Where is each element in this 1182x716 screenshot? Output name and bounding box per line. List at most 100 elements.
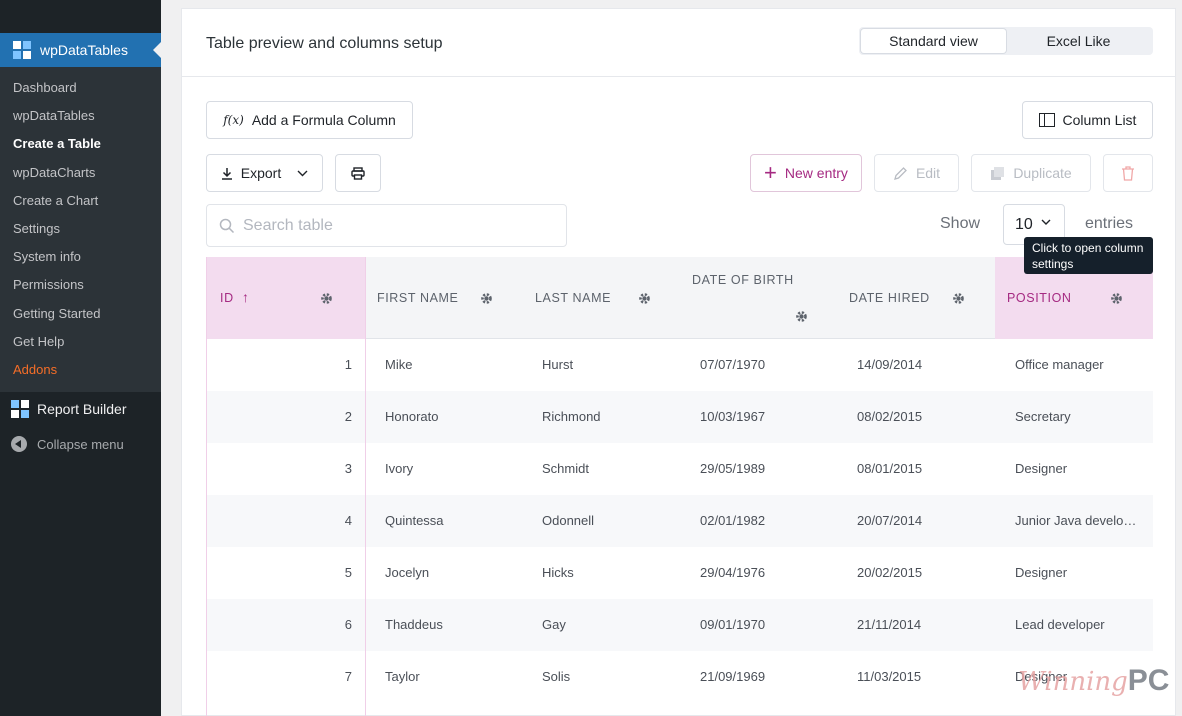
cell-last-name: Solis bbox=[542, 669, 571, 684]
column-header-first-name[interactable]: FIRST NAME bbox=[365, 257, 522, 339]
new-entry-label: New entry bbox=[784, 165, 848, 181]
cell-last-name: Hurst bbox=[542, 357, 574, 372]
view-switch: Standard view Excel Like bbox=[859, 27, 1153, 55]
edit-label: Edit bbox=[915, 165, 941, 181]
table-body: 1 Mike Hurst 07/07/1970 14/09/2014 Office man… bbox=[206, 339, 1153, 703]
column-header-date-hired[interactable]: DATE HIRED bbox=[836, 257, 995, 339]
cell-last-name: Hicks bbox=[542, 565, 574, 580]
cell-date-of-birth: 21/09/1969 bbox=[700, 669, 766, 684]
print-button[interactable] bbox=[335, 154, 381, 192]
cell-id: 7 bbox=[344, 669, 352, 684]
column-header-label: DATE HIRED bbox=[849, 291, 930, 305]
table-row[interactable]: 6 Thaddeus Gay 09/01/1970 21/11/2014 Lead dev… bbox=[206, 599, 1153, 651]
sidebar-item-get-help[interactable]: Get Help bbox=[13, 333, 65, 349]
collapse-arrow-icon bbox=[11, 436, 27, 452]
cell-position: Office manager bbox=[1015, 357, 1104, 372]
cell-id: 2 bbox=[344, 409, 352, 424]
cell-date-hired: 14/09/2014 bbox=[857, 357, 923, 372]
gear-icon[interactable] bbox=[320, 292, 333, 305]
export-dropdown-button[interactable]: Export bbox=[206, 154, 323, 192]
sidebar-brand-wpdatatables[interactable]: wpDataTables bbox=[0, 33, 161, 67]
column-settings-tooltip: Click to open column settings bbox=[1024, 237, 1153, 274]
search-box bbox=[206, 204, 567, 247]
gear-icon[interactable] bbox=[1110, 292, 1123, 305]
cell-position: Designer bbox=[1015, 565, 1068, 580]
cell-id: 6 bbox=[344, 617, 352, 632]
gear-icon[interactable] bbox=[795, 310, 808, 323]
table-row[interactable]: 5 Jocelyn Hicks 29/04/1976 20/02/2015 Designe… bbox=[206, 547, 1153, 599]
wpdatatables-logo-icon bbox=[13, 41, 31, 59]
formula-button-label: Add a Formula Column bbox=[251, 112, 396, 128]
column-header-id[interactable]: ID ↑ bbox=[206, 257, 365, 339]
table-row[interactable]: 3 Ivory Schmidt 29/05/1989 08/01/2015 Designe… bbox=[206, 443, 1153, 495]
watermark-logo: WinningPC bbox=[1018, 664, 1169, 698]
cell-id: 5 bbox=[344, 565, 352, 580]
delete-button[interactable] bbox=[1103, 154, 1153, 192]
column-header-date-of-birth[interactable]: DATE OF BIRTH bbox=[679, 257, 836, 339]
watermark-part2: PC bbox=[1127, 664, 1170, 697]
cell-position: Lead developer bbox=[1015, 617, 1105, 632]
column-list-button[interactable]: Column List bbox=[1022, 101, 1153, 139]
report-builder-logo-icon bbox=[11, 400, 29, 418]
cell-date-hired: 11/03/2015 bbox=[857, 669, 922, 684]
column-header-label: FIRST NAME bbox=[377, 291, 459, 305]
sidebar-item-getting-started[interactable]: Getting Started bbox=[13, 305, 101, 321]
formula-icon: f(x) bbox=[223, 113, 244, 127]
cell-position: Designer bbox=[1015, 461, 1068, 476]
gear-icon[interactable] bbox=[638, 292, 651, 305]
sidebar-item-wpdatatables[interactable]: wpDataTables bbox=[13, 108, 95, 124]
column-header-label: ID bbox=[220, 291, 234, 305]
cell-date-of-birth: 10/03/1967 bbox=[700, 409, 766, 424]
cell-position: Secretary bbox=[1015, 409, 1071, 424]
duplicate-label: Duplicate bbox=[1013, 165, 1072, 181]
sort-ascending-icon: ↑ bbox=[242, 289, 250, 305]
current-menu-arrow-icon bbox=[153, 42, 161, 58]
chevron-down-icon bbox=[297, 170, 308, 177]
edit-button[interactable]: Edit bbox=[874, 154, 959, 192]
cell-first-name: Ivory bbox=[385, 461, 414, 476]
search-icon bbox=[219, 218, 235, 233]
cell-id: 4 bbox=[344, 513, 352, 528]
sidebar-item-dashboard[interactable]: Dashboard bbox=[13, 80, 77, 95]
duplicate-button[interactable]: Duplicate bbox=[971, 154, 1091, 192]
columns-icon bbox=[1038, 113, 1055, 127]
table-row[interactable]: 2 Honorato Richmond 10/03/1967 08/02/2015 Sec… bbox=[206, 391, 1153, 443]
sidebar-item-report-builder[interactable]: Report Builder bbox=[0, 396, 161, 422]
table-header-row: ID ↑ FIRST NAME LAST NAME DATE OF BIRTH … bbox=[206, 257, 1153, 339]
gear-icon[interactable] bbox=[952, 292, 965, 305]
excel-like-tab[interactable]: Excel Like bbox=[1046, 33, 1111, 49]
watermark-part1: Winning bbox=[1018, 667, 1128, 697]
sidebar-item-wpdatacharts[interactable]: wpDataCharts bbox=[13, 164, 96, 180]
cell-first-name: Mike bbox=[385, 357, 413, 372]
show-label: Show bbox=[940, 215, 981, 232]
standard-view-tab[interactable]: Standard view bbox=[861, 29, 1006, 53]
cell-date-hired: 21/11/2014 bbox=[857, 617, 922, 632]
table-row[interactable]: 1 Mike Hurst 07/07/1970 14/09/2014 Office man… bbox=[206, 339, 1153, 391]
column-header-label: LAST NAME bbox=[535, 291, 612, 305]
sidebar-item-settings[interactable]: Settings bbox=[13, 220, 60, 236]
cell-id: 1 bbox=[344, 357, 352, 372]
sidebar-item-system-info[interactable]: System info bbox=[13, 249, 81, 265]
sidebar-item-create-table[interactable]: Create a Table bbox=[13, 136, 101, 152]
brand-label: wpDataTables bbox=[40, 42, 128, 58]
print-icon bbox=[351, 166, 365, 180]
entries-length-value: 10 bbox=[1015, 215, 1033, 233]
trash-icon bbox=[1122, 165, 1134, 181]
column-header-last-name[interactable]: LAST NAME bbox=[522, 257, 679, 339]
add-formula-column-button[interactable]: f(x) Add a Formula Column bbox=[206, 101, 413, 139]
cell-position: Junior Java developer bbox=[1015, 513, 1139, 528]
sidebar-item-create-chart[interactable]: Create a Chart bbox=[13, 192, 99, 208]
sidebar-item-permissions[interactable]: Permissions bbox=[13, 277, 84, 293]
cell-date-of-birth: 07/07/1970 bbox=[700, 357, 766, 372]
gear-icon[interactable] bbox=[480, 292, 493, 305]
table-row[interactable]: 7 Taylor Solis 21/09/1969 11/03/2015 Designer bbox=[206, 651, 1153, 703]
export-label: Export bbox=[240, 165, 282, 181]
sidebar-item-addons[interactable]: Addons bbox=[13, 361, 58, 377]
download-icon bbox=[221, 167, 233, 180]
search-input[interactable] bbox=[243, 216, 543, 235]
chevron-down-icon bbox=[1041, 219, 1051, 225]
new-entry-button[interactable]: + New entry bbox=[750, 154, 862, 192]
cell-date-of-birth: 29/05/1989 bbox=[700, 461, 766, 476]
collapse-menu-button[interactable]: Collapse menu bbox=[0, 432, 161, 456]
table-row[interactable]: 4 Quintessa Odonnell 02/01/1982 20/07/2014 Ju… bbox=[206, 495, 1153, 547]
